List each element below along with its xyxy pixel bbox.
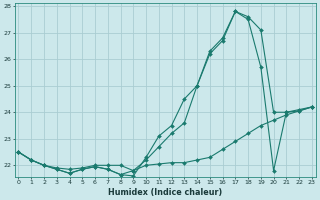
X-axis label: Humidex (Indice chaleur): Humidex (Indice chaleur): [108, 188, 222, 197]
